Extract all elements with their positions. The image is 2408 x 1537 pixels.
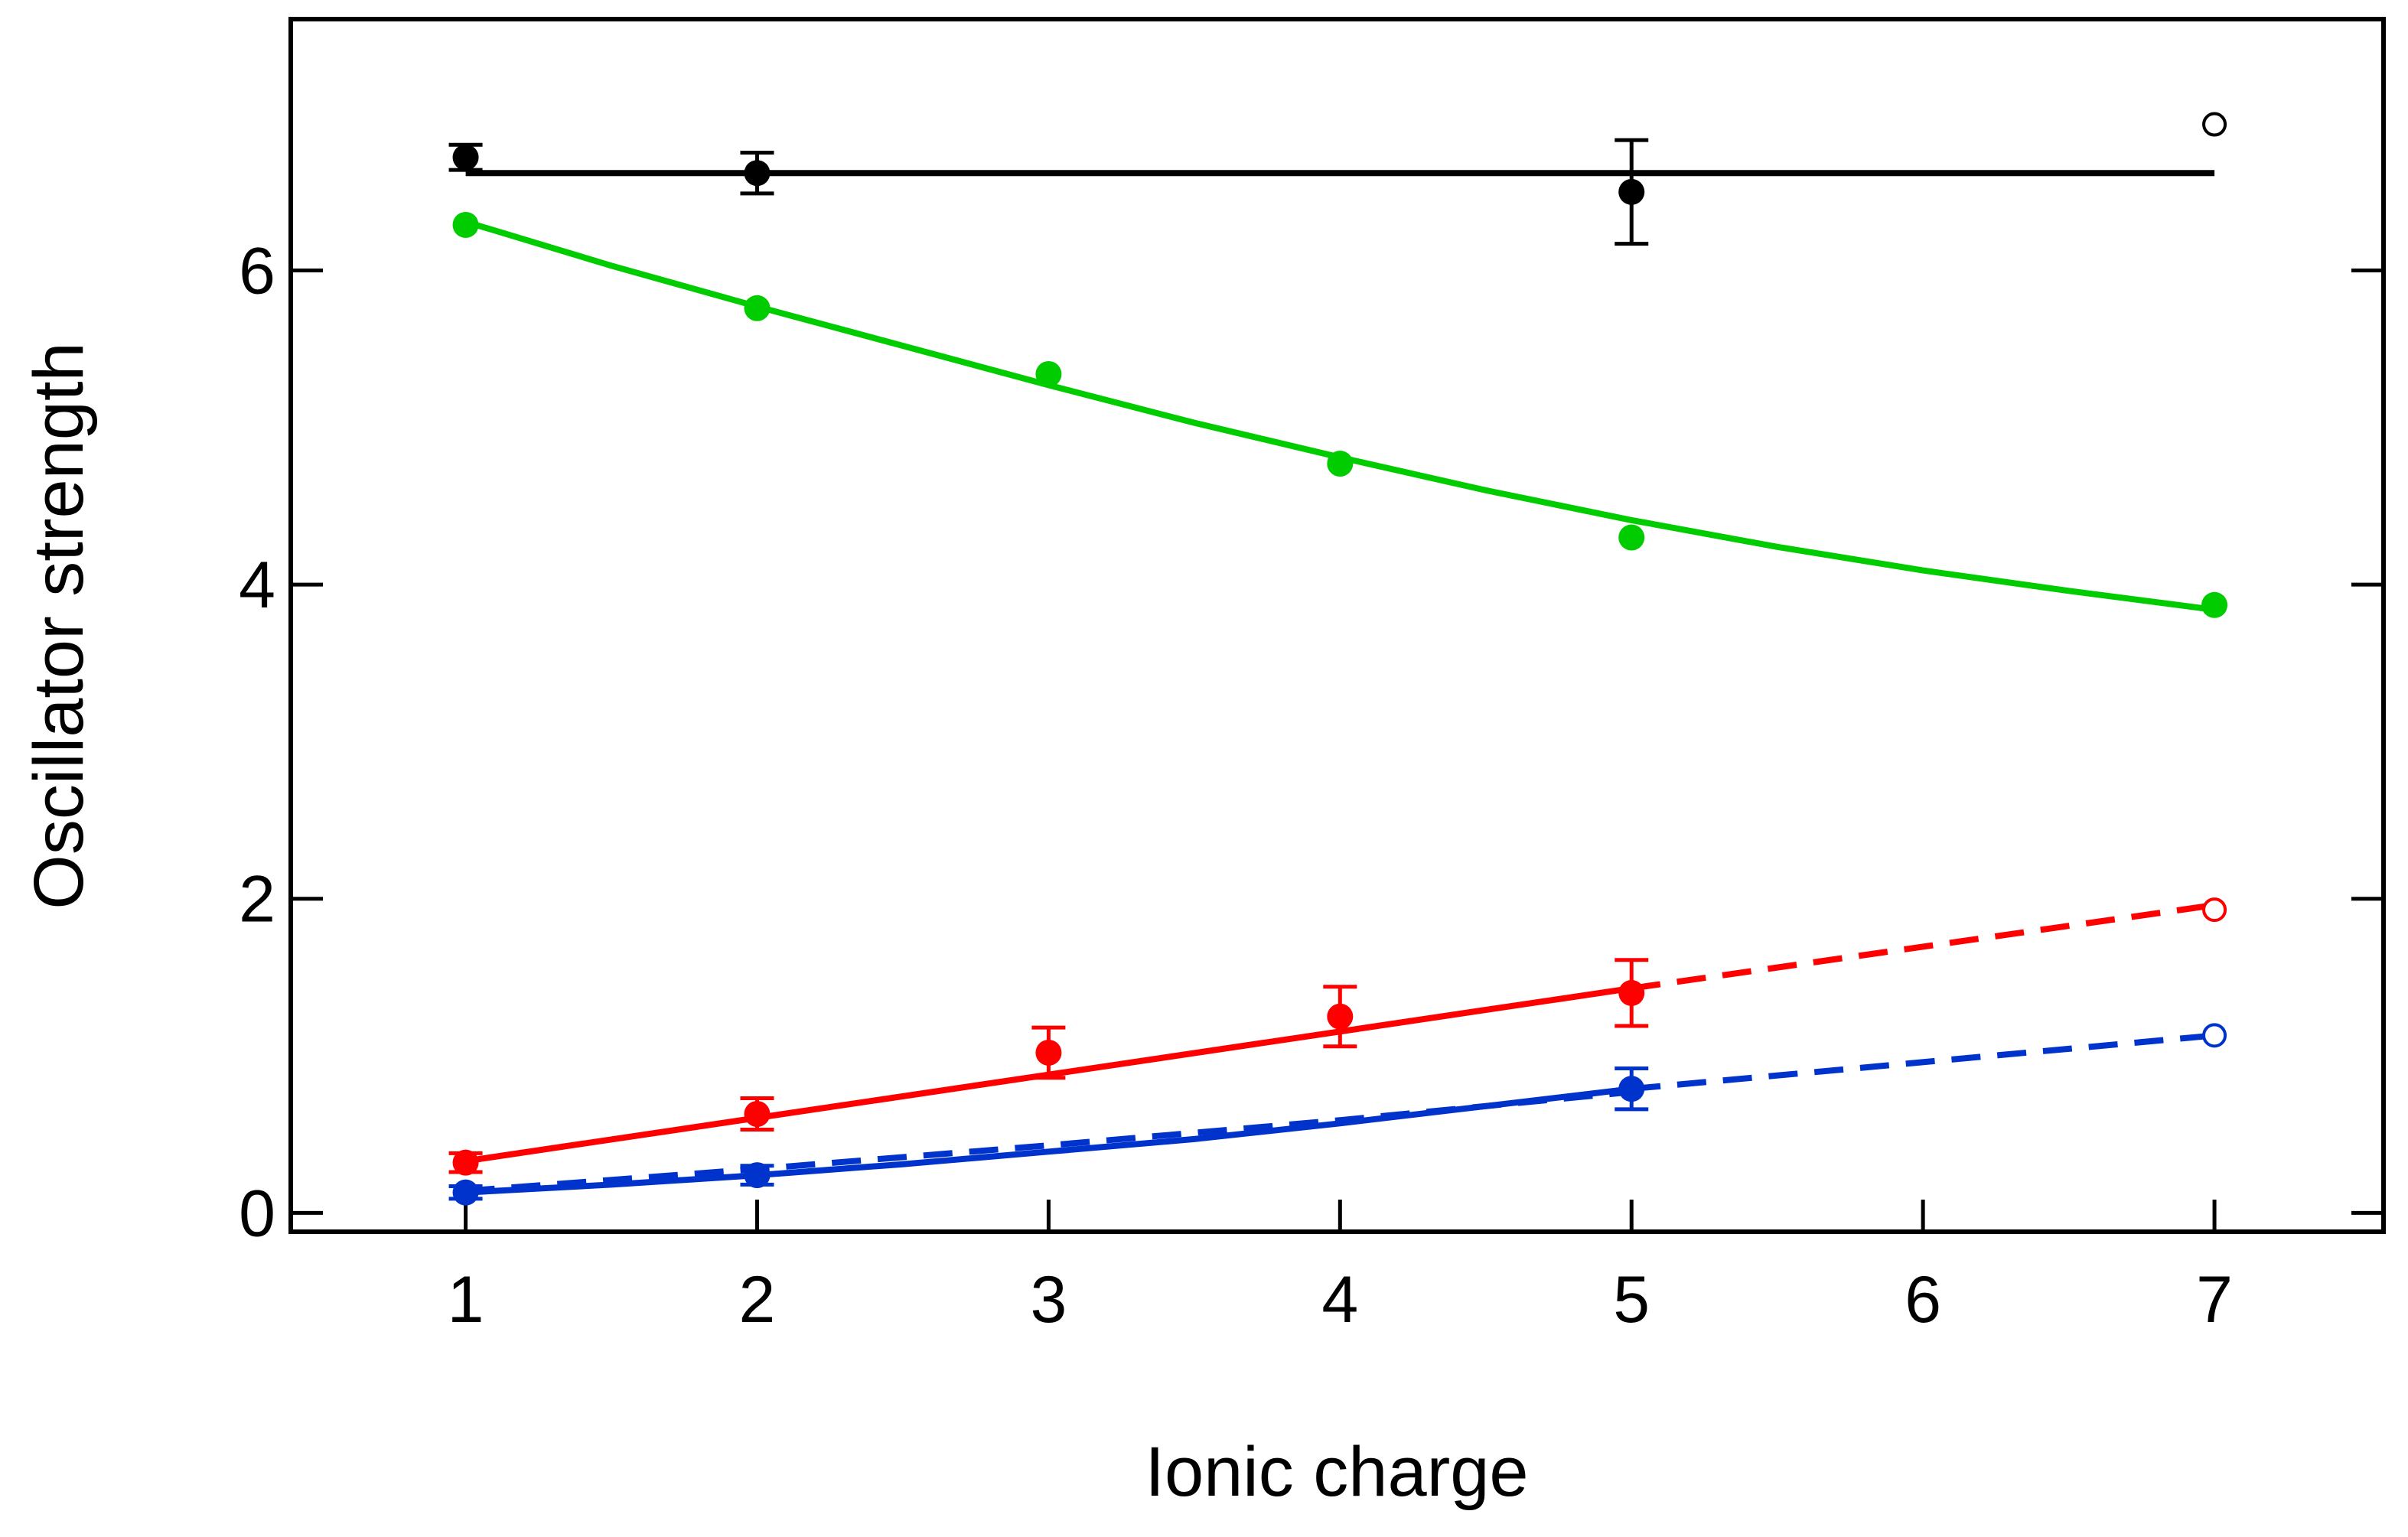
green-data-point xyxy=(2201,591,2228,618)
x-tick-label: 7 xyxy=(2196,1263,2233,1337)
black-open-point xyxy=(2202,112,2227,137)
green-fit-line xyxy=(464,219,2215,613)
blue-extrapolation-line xyxy=(1631,1032,2215,1093)
red-data-point xyxy=(744,1101,771,1128)
y-tick-label: 2 xyxy=(239,863,275,936)
green-data-point xyxy=(1035,361,1062,388)
x-tick-label: 4 xyxy=(1321,1263,1358,1337)
y-tick-label: 0 xyxy=(239,1177,275,1250)
x-axis-title: Ionic charge xyxy=(1145,1433,1528,1511)
blue-fit-line xyxy=(465,1086,1632,1196)
red-data-point xyxy=(1618,979,1645,1006)
x-tick-label: 3 xyxy=(1030,1263,1067,1337)
x-tick-label: 6 xyxy=(1905,1263,1941,1337)
green-data-point xyxy=(1327,451,1354,477)
black-data-point xyxy=(452,144,479,171)
black-data-point xyxy=(744,160,771,187)
black-data-point xyxy=(1618,178,1645,205)
series-layer xyxy=(448,112,2228,1206)
red-data-point xyxy=(1035,1039,1062,1066)
red-open-point xyxy=(2202,897,2227,923)
green-data-point xyxy=(744,295,771,321)
x-tick-label: 2 xyxy=(739,1263,776,1337)
y-axis-title: Oscillator strength xyxy=(20,342,98,909)
blue-data-point xyxy=(452,1179,479,1206)
x-tick-label: 5 xyxy=(1613,1263,1650,1337)
tick-labels: 1 2 3 4 5 6 7 0 2 4 6 xyxy=(239,234,2233,1337)
red-data-point xyxy=(452,1149,479,1176)
blue-data-point xyxy=(1618,1076,1645,1102)
axis-ticks xyxy=(291,268,2384,1232)
x-tick-label: 1 xyxy=(448,1263,484,1337)
red-extrapolation-line xyxy=(1631,902,2215,992)
plot-frame xyxy=(288,17,2386,1234)
y-tick-label: 6 xyxy=(239,234,275,308)
green-data-point xyxy=(452,211,479,238)
blue-open-point xyxy=(2202,1023,2227,1048)
green-data-point xyxy=(1618,524,1645,551)
blue-data-point xyxy=(744,1162,771,1189)
y-tick-label: 4 xyxy=(239,549,275,622)
red-data-point xyxy=(1327,1003,1354,1030)
